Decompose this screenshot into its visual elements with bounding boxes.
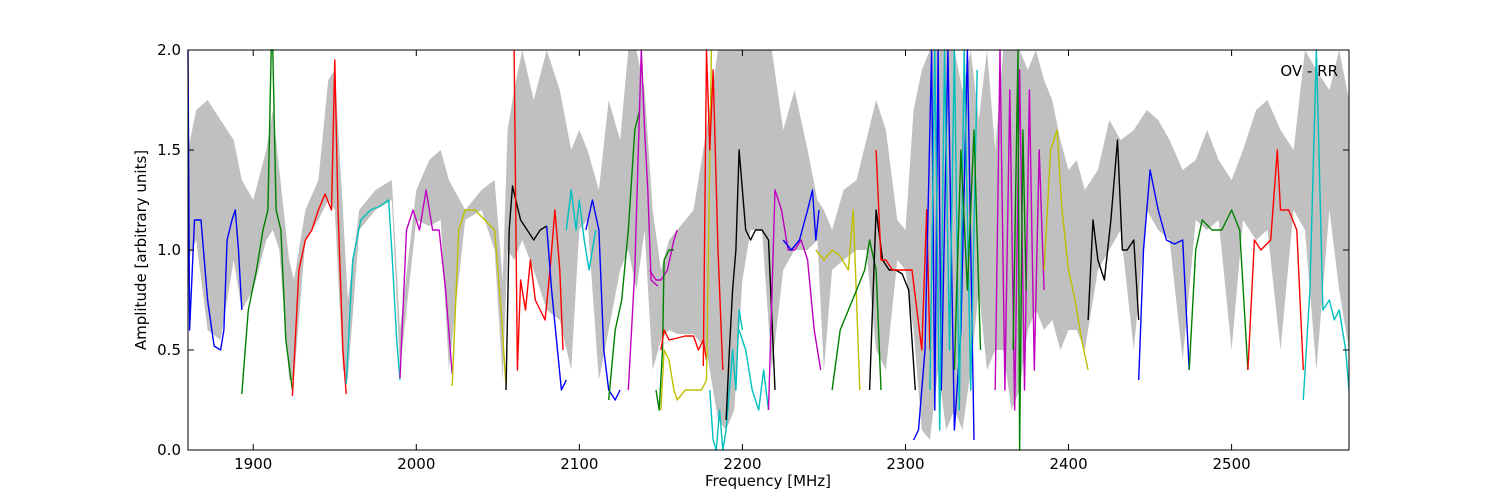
series-line-18 xyxy=(702,49,724,371)
x-tick-label: 2200 xyxy=(723,455,761,473)
series-line-10 xyxy=(565,189,597,271)
series-line-9 xyxy=(546,225,567,391)
series-line-22 xyxy=(767,189,822,411)
series-line-31 xyxy=(994,49,1045,411)
series-line-24 xyxy=(815,209,861,391)
series-line-12 xyxy=(608,109,641,401)
series-line-25 xyxy=(831,239,882,391)
series-line-13 xyxy=(627,49,659,391)
series-line-1 xyxy=(187,49,243,351)
series-line-37 xyxy=(1247,149,1304,371)
series-line-33 xyxy=(1043,129,1089,371)
tick-layer: 1900 2000 2100 2200 2300 2400 2500 0.0 0.5 1.0 1.5… xyxy=(157,41,1349,473)
series-layer xyxy=(187,49,1350,451)
series-line-36 xyxy=(1188,209,1249,371)
x-tick-label: 2100 xyxy=(560,455,598,473)
series-line-19 xyxy=(709,309,744,451)
series-line-3 xyxy=(291,59,347,397)
y-tick-label: 2.0 xyxy=(157,41,181,59)
series-line-35 xyxy=(1138,169,1190,381)
x-tick-label: 2400 xyxy=(1049,455,1087,473)
series-line-28 xyxy=(912,49,975,441)
series-line-38 xyxy=(1302,49,1350,401)
x-tick-label: 2300 xyxy=(886,455,924,473)
series-line-6 xyxy=(451,209,507,387)
annotation-label: OV - RR xyxy=(1280,62,1338,80)
series-line-4 xyxy=(345,199,401,385)
series-line-29 xyxy=(929,49,978,431)
x-tick-label: 2500 xyxy=(1213,455,1251,473)
series-line-5 xyxy=(399,189,453,379)
series-line-11 xyxy=(585,199,621,401)
series-line-17 xyxy=(660,49,713,411)
series-line-30 xyxy=(953,129,982,371)
series-line-16 xyxy=(660,329,708,361)
y-tick-label: 1.5 xyxy=(157,141,181,159)
series-line-23 xyxy=(782,189,820,251)
x-tick-label: 2000 xyxy=(397,455,435,473)
series-line-20 xyxy=(725,149,776,421)
series-line-21 xyxy=(738,329,770,411)
series-line-27 xyxy=(875,149,931,351)
series-line-34 xyxy=(1087,139,1140,321)
y-axis-label: Amplitude [arbitrary units] xyxy=(132,150,150,350)
x-axis-label: Frequency [MHz] xyxy=(705,472,831,490)
y-tick-label: 1.0 xyxy=(157,241,181,259)
y-tick-label: 0.5 xyxy=(157,341,181,359)
series-line-7 xyxy=(505,185,548,391)
series-line-8 xyxy=(513,49,564,371)
series-line-15 xyxy=(655,249,674,411)
x-tick-label: 1900 xyxy=(234,455,272,473)
y-tick-label: 0.0 xyxy=(157,441,181,459)
